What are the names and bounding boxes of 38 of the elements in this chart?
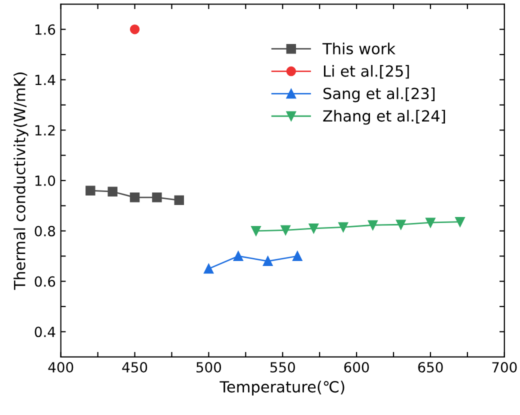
x-tick-label: 550 [270,362,295,373]
point [426,218,436,228]
point [262,256,273,266]
x-tick-label: 450 [122,362,148,373]
x-axis-title: Temperature(℃) [220,380,344,396]
point [130,192,140,202]
x-tick-label: 500 [196,362,222,373]
x-tick-label: 650 [418,362,443,373]
x-tick-label: 400 [48,362,74,373]
legend-label: Zhang et al.[24] [323,110,445,125]
legend-label: This work [322,42,396,54]
point [86,186,96,196]
point [108,186,118,196]
point [396,220,406,230]
legend-label: Li et al.[25] [324,65,409,79]
legend-label: Sang et al.[23] [323,87,435,102]
point [174,195,184,206]
point [251,226,261,236]
y-tick-label: 0.8 [34,226,56,236]
y-tick-label: 1.0 [35,175,56,186]
y-tick-label: 1.2 [35,125,55,136]
x-tick-label: 700 [492,362,517,373]
point [280,225,290,236]
y-tick-label: 0.4 [34,326,56,338]
y-axis-title: Thermal conductivity(W/mK) [14,72,28,290]
point [455,216,465,227]
point [308,224,319,234]
point [233,251,244,261]
point [368,220,378,230]
y-tick-label: 1.6 [35,24,56,35]
point [130,24,140,34]
point [292,251,302,261]
y-tick-label: 1.4 [35,74,56,86]
point [152,192,162,202]
point [204,264,214,274]
x-tick-label: 600 [344,362,369,373]
point [338,222,348,232]
y-tick-label: 0.6 [34,276,56,287]
